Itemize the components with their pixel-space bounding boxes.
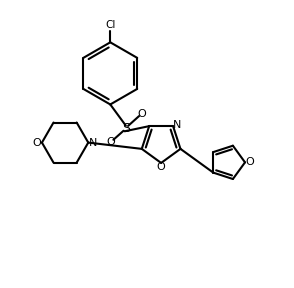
Text: O: O bbox=[107, 137, 116, 147]
Text: O: O bbox=[245, 157, 254, 167]
Text: S: S bbox=[122, 122, 130, 135]
Text: O: O bbox=[33, 138, 41, 147]
Text: N: N bbox=[89, 138, 97, 147]
Text: N: N bbox=[173, 120, 181, 130]
Text: O: O bbox=[156, 162, 165, 173]
Text: Cl: Cl bbox=[105, 20, 116, 30]
Text: O: O bbox=[137, 109, 146, 119]
